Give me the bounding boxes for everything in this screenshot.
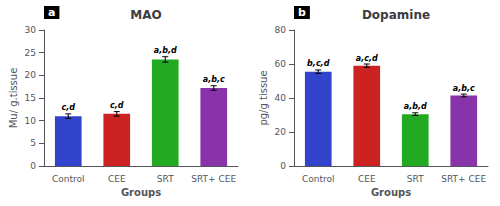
svg-text:30: 30 [25,25,37,35]
svg-text:b,c,d: b,c,d [307,59,330,68]
svg-text:a,b,d: a,b,d [154,46,177,55]
svg-text:Control: Control [52,174,85,184]
svg-text:SRT+ CEE: SRT+ CEE [191,174,236,184]
svg-text:a,c,d: a,c,d [356,54,378,63]
svg-text:80: 80 [275,25,287,35]
svg-text:Control: Control [302,174,335,184]
svg-text:a,b,c: a,b,c [453,84,475,93]
svg-text:60: 60 [275,59,287,69]
svg-text:5: 5 [30,138,36,148]
svg-text:Dopamine: Dopamine [362,8,430,22]
svg-text:0: 0 [30,161,36,171]
svg-text:c,d: c,d [61,103,75,112]
svg-text:Groups: Groups [121,187,161,198]
svg-text:b: b [298,6,306,19]
svg-text:CEE: CEE [108,174,126,184]
svg-text:SRT+ CEE: SRT+ CEE [441,174,486,184]
svg-text:0: 0 [280,161,286,171]
svg-text:pg/g tissue: pg/g tissue [258,70,269,125]
svg-text:MAO: MAO [130,8,161,22]
svg-text:20: 20 [25,70,37,80]
svg-text:c,d: c,d [110,101,124,110]
svg-text:Groups: Groups [371,187,411,198]
svg-text:a,b,d: a,b,d [404,102,427,111]
svg-text:40: 40 [275,93,287,103]
svg-text:Mu/ g.tissue: Mu/ g.tissue [8,68,19,129]
svg-text:25: 25 [25,48,36,58]
svg-text:10: 10 [25,116,37,126]
svg-text:CEE: CEE [358,174,376,184]
svg-text:a: a [48,6,55,19]
svg-text:a,b,c: a,b,c [203,75,225,84]
svg-text:SRT: SRT [407,174,424,184]
svg-text:20: 20 [275,127,287,137]
svg-text:15: 15 [25,93,36,103]
svg-text:SRT: SRT [157,174,174,184]
